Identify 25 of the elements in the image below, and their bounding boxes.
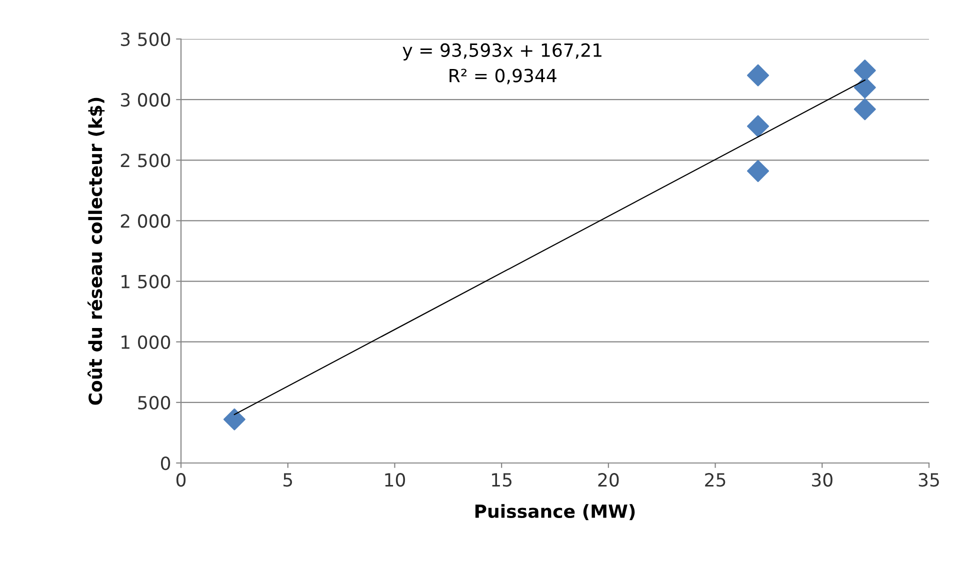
y-tick-label: 3 000: [120, 93, 170, 107]
y-axis-title: Coût du réseau collecteur (k$): [88, 98, 105, 405]
point: [747, 160, 770, 182]
y-tick-label: 1 000: [122, 335, 170, 349]
point: [223, 408, 246, 430]
x-tick-label: 35: [918, 473, 939, 487]
y-tick-label: 2 500: [120, 154, 170, 168]
x-tick-label: 0: [176, 473, 186, 487]
y-tick-label: 3 500: [120, 32, 170, 46]
x-tick-label: 20: [598, 473, 619, 487]
x-tick-label: 10: [385, 473, 406, 487]
x-axis-title: Puissance (MW): [475, 504, 635, 520]
x-tick-label: 5: [284, 473, 292, 487]
x-tick-label: 15: [492, 473, 512, 487]
annotation: R² = 0,9344: [450, 68, 556, 84]
point: [747, 64, 770, 86]
y-tick-label: 500: [138, 396, 170, 410]
x-tick-label: 25: [705, 473, 726, 487]
x-tick-label: 30: [812, 473, 832, 487]
y-tick-label: 2 000: [120, 214, 170, 228]
y-tick-label: 0: [160, 456, 170, 470]
annotation: y = 93,593x + 167,21: [402, 43, 602, 60]
y-tick-label: 1 500: [122, 274, 170, 288]
point: [747, 115, 770, 138]
point: [854, 98, 876, 120]
